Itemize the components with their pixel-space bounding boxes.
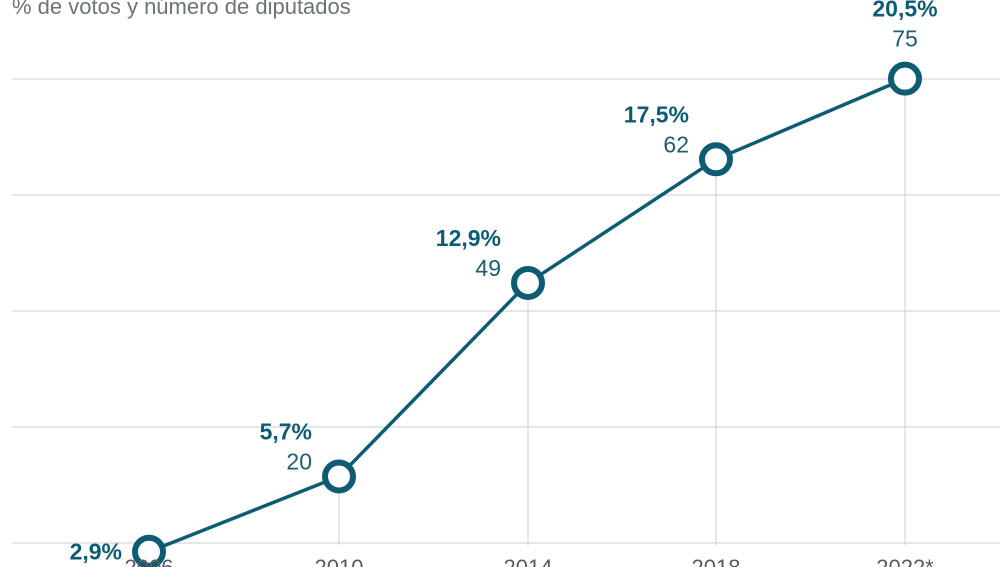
vote-share-label: 20,5% (872, 0, 937, 22)
data-point (322, 459, 356, 494)
seats-label: 75 (892, 26, 918, 52)
x-tick-label: 2018 (692, 555, 741, 567)
x-tick-label: 2014 (504, 555, 553, 567)
seats-label: 20 (286, 448, 312, 474)
vote-share-label: 17,5% (624, 101, 689, 127)
x-tick-label: 2010 (315, 555, 364, 567)
vote-share-label: 5,7% (260, 418, 312, 444)
seats-label: 49 (475, 255, 501, 281)
series-line (148, 77, 906, 554)
x-axis-ticks: 2006 2010 2014 2018 2022* (125, 555, 935, 567)
data-point (888, 61, 922, 96)
vote-share-label: 2,9% (70, 539, 122, 565)
data-point (511, 265, 545, 300)
chart-subtitle: % de votos y número de diputados (12, 0, 351, 19)
vote-share-label: 12,9% (436, 225, 501, 251)
data-point (699, 142, 733, 177)
data-point (132, 534, 166, 567)
x-tick-label: 2006 (125, 555, 174, 567)
markers (132, 61, 922, 567)
drop-lines (148, 78, 906, 552)
gridlines (12, 78, 1000, 544)
data-labels: 2,9% 5,7% 20 12,9% 49 17,5% 62 20,5% 75 (70, 0, 938, 565)
series-line-layer (148, 77, 906, 554)
x-tick-label: 2022* (876, 555, 934, 567)
seats-label: 62 (663, 131, 689, 157)
